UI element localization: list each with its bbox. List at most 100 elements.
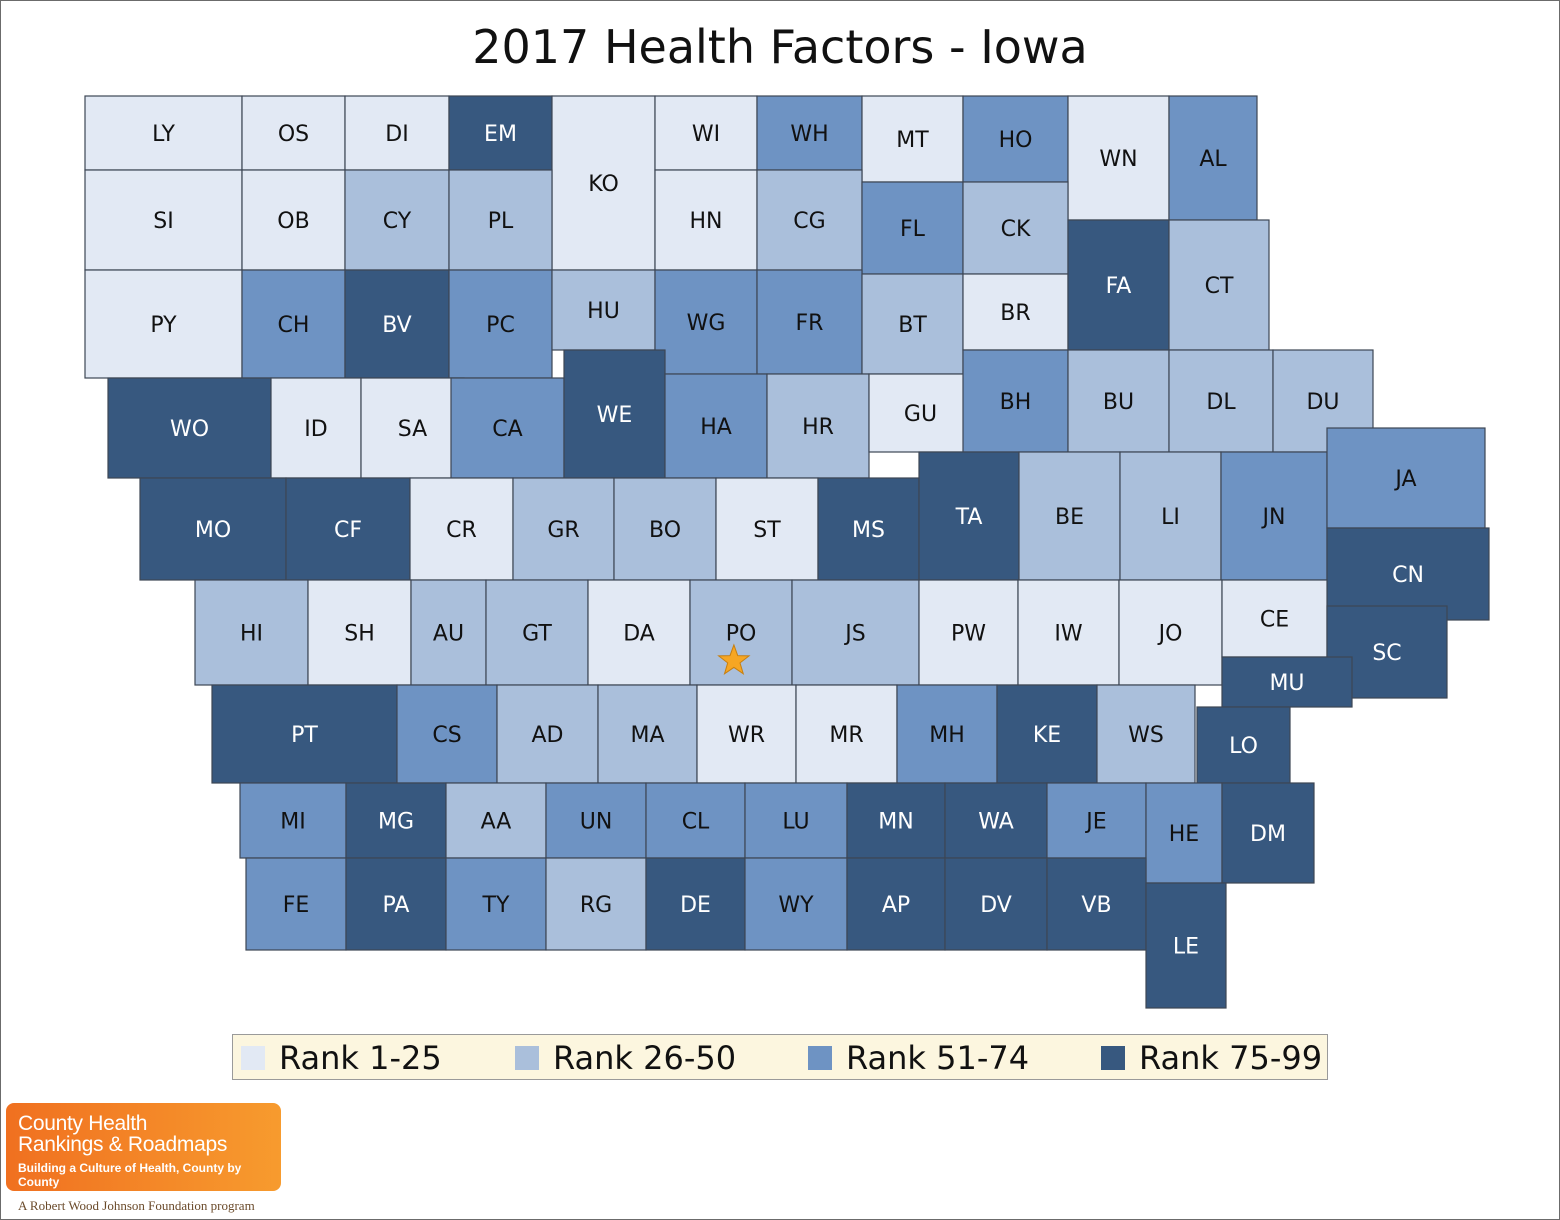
county-je[interactable] <box>1046 782 1147 859</box>
county-ch[interactable] <box>241 269 346 379</box>
county-di[interactable] <box>344 95 450 171</box>
county-vb[interactable] <box>1046 857 1147 951</box>
county-hi[interactable] <box>194 579 309 686</box>
county-label-bh: BH <box>1000 390 1032 415</box>
county-ly[interactable] <box>84 95 243 171</box>
county-label-rg: RG <box>580 893 612 918</box>
county-le[interactable] <box>1145 882 1227 1009</box>
county-ob[interactable] <box>241 169 346 271</box>
county-cg[interactable] <box>756 169 863 271</box>
county-label-wa: WA <box>978 810 1014 835</box>
county-lu[interactable] <box>744 782 848 859</box>
county-mh[interactable] <box>896 684 998 784</box>
county-bo[interactable] <box>613 477 717 581</box>
county-label-jn: JN <box>1261 505 1286 530</box>
county-mu[interactable] <box>1221 656 1353 708</box>
county-ko[interactable] <box>551 95 656 271</box>
county-ck[interactable] <box>962 181 1069 275</box>
county-label-bo: BO <box>649 518 681 543</box>
county-cn[interactable] <box>1326 527 1490 621</box>
county-ty[interactable] <box>445 857 547 951</box>
county-cs[interactable] <box>396 684 498 784</box>
county-label-wy: WY <box>778 893 814 918</box>
county-pl[interactable] <box>448 169 553 271</box>
county-bh[interactable] <box>962 349 1069 453</box>
county-ws[interactable] <box>1096 684 1196 784</box>
county-li[interactable] <box>1119 451 1222 581</box>
county-fl[interactable] <box>861 181 964 275</box>
county-wh[interactable] <box>756 95 863 171</box>
county-de[interactable] <box>645 857 746 951</box>
county-health-rankings-logo[interactable]: County Health Rankings & Roadmaps Buildi… <box>6 1103 281 1191</box>
county-ma[interactable] <box>597 684 698 784</box>
county-ho[interactable] <box>962 95 1069 183</box>
county-si[interactable] <box>84 169 243 271</box>
county-jo[interactable] <box>1118 579 1223 686</box>
county-mg[interactable] <box>345 782 447 859</box>
county-we[interactable] <box>563 349 666 479</box>
county-br[interactable] <box>962 273 1069 351</box>
county-label-os: OS <box>278 122 309 147</box>
county-cr[interactable] <box>409 477 514 581</box>
county-ta[interactable] <box>918 451 1020 581</box>
county-cl[interactable] <box>645 782 746 859</box>
county-label-lu: LU <box>782 810 809 835</box>
county-label-be: BE <box>1055 505 1084 530</box>
county-wa[interactable] <box>944 782 1048 859</box>
county-un[interactable] <box>545 782 647 859</box>
county-mr[interactable] <box>795 684 898 784</box>
county-dl[interactable] <box>1168 349 1274 453</box>
county-fe[interactable] <box>245 857 347 951</box>
county-gu[interactable] <box>868 373 973 453</box>
county-bt[interactable] <box>861 273 964 375</box>
county-ms[interactable] <box>817 477 920 581</box>
county-label-iw: IW <box>1054 622 1082 647</box>
logo-line2: Rankings & Roadmaps <box>18 1133 228 1156</box>
county-label-bt: BT <box>898 313 927 338</box>
legend-swatch <box>1101 1046 1125 1070</box>
county-py[interactable] <box>84 269 243 379</box>
county-ct[interactable] <box>1168 219 1270 351</box>
county-ca[interactable] <box>450 377 565 479</box>
county-ce[interactable] <box>1221 579 1328 658</box>
county-label-ct: CT <box>1205 274 1234 299</box>
county-pt[interactable] <box>211 684 398 784</box>
county-dm[interactable] <box>1221 782 1315 884</box>
county-pa[interactable] <box>345 857 447 951</box>
county-label-mo: MO <box>195 518 231 543</box>
county-label-ta: TA <box>955 505 983 530</box>
county-hu[interactable] <box>551 269 656 351</box>
county-ap[interactable] <box>846 857 946 951</box>
county-label-bv: BV <box>382 313 411 338</box>
county-os[interactable] <box>241 95 346 171</box>
county-ha[interactable] <box>664 373 768 479</box>
county-label-le: LE <box>1173 935 1199 960</box>
county-label-je: JE <box>1084 810 1106 835</box>
county-cf[interactable] <box>285 477 411 581</box>
county-label-mg: MG <box>378 810 414 835</box>
county-hr[interactable] <box>766 373 870 479</box>
county-he[interactable] <box>1145 782 1223 884</box>
county-hn[interactable] <box>654 169 758 271</box>
county-ke[interactable] <box>996 684 1098 784</box>
county-jn[interactable] <box>1220 451 1328 581</box>
county-aa[interactable] <box>445 782 547 859</box>
county-fr[interactable] <box>756 269 863 375</box>
county-al[interactable] <box>1168 95 1258 221</box>
county-au[interactable] <box>410 579 487 686</box>
county-label-ty: TY <box>482 893 510 918</box>
county-rg[interactable] <box>545 857 647 951</box>
county-pw[interactable] <box>918 579 1019 686</box>
county-gr[interactable] <box>512 477 615 581</box>
county-da[interactable] <box>587 579 691 686</box>
county-dv[interactable] <box>944 857 1048 951</box>
county-label-br: BR <box>1000 301 1030 326</box>
county-bv[interactable] <box>344 269 450 379</box>
county-wr[interactable] <box>696 684 797 784</box>
county-ja[interactable] <box>1326 427 1486 529</box>
county-label-fr: FR <box>796 311 824 336</box>
county-st[interactable] <box>715 477 819 581</box>
county-wy[interactable] <box>744 857 848 951</box>
county-label-pc: PC <box>486 313 515 338</box>
county-lo[interactable] <box>1196 706 1291 784</box>
